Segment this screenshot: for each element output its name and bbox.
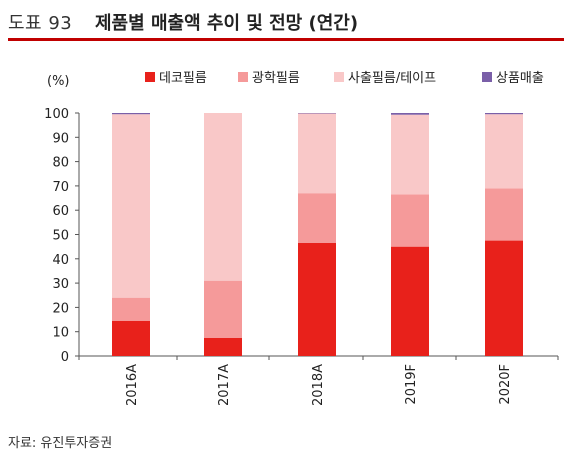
x-tick-label: 2016A bbox=[125, 364, 140, 406]
bar-segment bbox=[391, 194, 429, 247]
x-tick-label: 2019F bbox=[404, 364, 419, 405]
legend-swatch bbox=[482, 72, 492, 82]
y-tick-label: 100 bbox=[44, 107, 69, 122]
bar-segment bbox=[298, 193, 336, 244]
source-note: 자료: 유진투자증권 bbox=[8, 436, 113, 451]
legend: 데코필름 광학필름 사출필름/테이프 상품매출 bbox=[145, 71, 544, 86]
y-tick-label: 80 bbox=[52, 156, 69, 171]
bar-segment bbox=[204, 280, 242, 338]
x-tick-label: 2017A bbox=[217, 364, 232, 406]
y-unit-label: (%) bbox=[47, 74, 70, 89]
x-tick-label: 2018A bbox=[311, 364, 326, 406]
bar-segment bbox=[391, 114, 429, 195]
bar-segment bbox=[391, 246, 429, 356]
bar-segment bbox=[485, 114, 523, 189]
legend-swatch bbox=[145, 72, 155, 82]
bar-segment bbox=[298, 113, 336, 194]
legend-label: 광학필름 bbox=[252, 71, 300, 86]
y-tick-label: 90 bbox=[52, 131, 69, 146]
bar-segment bbox=[485, 188, 523, 241]
bar-segment bbox=[112, 114, 150, 298]
bar-segment bbox=[298, 243, 336, 356]
bar-segment bbox=[204, 113, 242, 281]
legend-swatch bbox=[238, 72, 248, 82]
bars bbox=[112, 113, 523, 356]
y-tick-label: 20 bbox=[52, 301, 69, 316]
bar-segment bbox=[112, 297, 150, 321]
x-tick-label: 2020F bbox=[498, 364, 513, 405]
legend-swatch bbox=[334, 72, 344, 82]
bar-segment bbox=[485, 113, 523, 115]
y-tick-label: 40 bbox=[52, 253, 69, 268]
header-rule bbox=[8, 38, 564, 41]
y-tick-label: 30 bbox=[52, 277, 69, 292]
legend-label: 사출필름/테이프 bbox=[348, 71, 436, 86]
y-tick-label: 10 bbox=[52, 326, 69, 341]
bar-segment bbox=[391, 113, 429, 115]
legend-label: 상품매출 bbox=[496, 71, 544, 86]
y-tick-label: 60 bbox=[52, 204, 69, 219]
figure-header: 도표 93 제품별 매출액 추이 및 전망 (연간) bbox=[0, 0, 572, 41]
bar-segment bbox=[204, 337, 242, 356]
figure-number: 도표 93 bbox=[8, 13, 73, 34]
bar-segment bbox=[112, 113, 150, 115]
y-tick-label: 70 bbox=[52, 180, 69, 195]
y-tick-label: 0 bbox=[61, 350, 69, 365]
figure-title: 제품별 매출액 추이 및 전망 (연간) bbox=[95, 13, 359, 34]
bar-segment bbox=[112, 320, 150, 356]
legend-label: 데코필름 bbox=[159, 71, 207, 86]
bar-segment bbox=[485, 240, 523, 356]
y-tick-label: 50 bbox=[52, 229, 69, 244]
x-tick-labels: 2016A 2017A 2018A 2019F 2020F bbox=[125, 364, 513, 406]
